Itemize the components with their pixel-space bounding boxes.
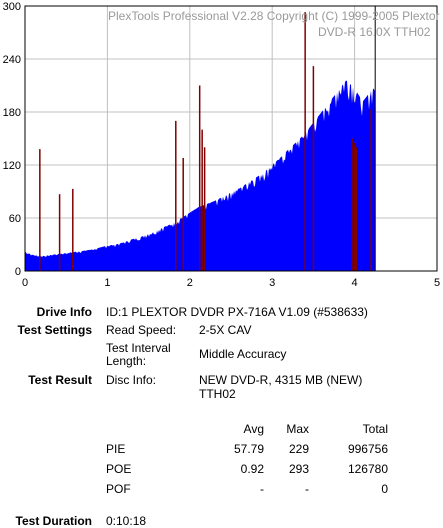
disc-info-value: NEW DVD-R, 4315 MB (NEW): [199, 373, 363, 387]
y-tick-label: 300: [3, 1, 21, 13]
stats-max: 229: [288, 442, 309, 456]
read-speed-key: Read Speed:: [106, 323, 177, 337]
stats-name: PIE: [106, 442, 126, 456]
disc-info-mid: TTH02: [199, 387, 236, 401]
x-tick-label: 3: [269, 277, 275, 289]
stats-avg: -: [260, 482, 264, 496]
test-interval-key: Test Interval: [106, 341, 171, 355]
test-result-label: Test Result: [28, 373, 92, 387]
stats-header-row: Avg Max Total: [106, 419, 388, 439]
y-tick-label: 60: [9, 213, 21, 225]
x-tick-label: 0: [22, 277, 28, 289]
stats-avg: 0.92: [240, 462, 264, 476]
stats-table: Avg Max Total PIE 57.79 229 996756 POE 0…: [106, 419, 388, 499]
stats-row-poe: POE 0.92 293 126780: [106, 459, 388, 479]
test-duration-label: Test Duration: [15, 514, 92, 528]
stats-row-pie: PIE 57.79 229 996756: [106, 439, 388, 459]
stats-header-max: Max: [286, 422, 309, 436]
test-interval-key-cont: Length:: [106, 354, 147, 368]
drive-info-label: Drive Info: [36, 305, 92, 319]
x-tick-label: 5: [434, 277, 440, 289]
drive-speed-text: DVD-R 16.0X TTH02: [318, 25, 431, 39]
y-tick-label: 120: [3, 160, 21, 172]
x-tick-label: 4: [352, 277, 358, 289]
stats-name: POE: [106, 462, 132, 476]
stats-header-avg: Avg: [243, 422, 264, 436]
stats-header-blank: [106, 419, 216, 439]
disc-info-key: Disc Info:: [106, 373, 157, 387]
test-interval-value: Middle Accuracy: [199, 347, 287, 361]
plot-frame: [24, 5, 438, 272]
stats-header-total: Total: [362, 422, 388, 436]
y-tick-label: 0: [15, 266, 21, 278]
stats-avg: 57.79: [233, 442, 264, 456]
poe-spike-series: [39, 12, 372, 271]
x-tick-label: 1: [104, 277, 110, 289]
test-duration-value: 0:10:18: [106, 514, 147, 528]
y-tick-label: 180: [3, 107, 21, 119]
x-tick-label: 2: [187, 277, 193, 289]
stats-max: 293: [288, 462, 309, 476]
stats-total: 0: [381, 482, 388, 496]
stats-max: -: [305, 482, 309, 496]
copyright-text: PlexTools Professional V2.28 Copyright (…: [108, 9, 443, 23]
stats-row-pof: POF - - 0: [106, 479, 388, 499]
stats-name: POF: [106, 482, 131, 496]
stats-total: 126780: [347, 462, 388, 476]
pie-poe-chart: 0 60 120 180 240 300 0 1 2 3 4 5 PlexTools Professi…: [3, 1, 443, 289]
test-settings-label: Test Settings: [17, 323, 92, 337]
axis-ticks: 0 60 120 180 240 300 0 1 2 3 4 5: [3, 1, 440, 289]
y-tick-label: 240: [3, 54, 21, 66]
drive-info-value: ID:1 PLEXTOR DVDR PX-716A V1.09 (#538633…: [106, 305, 368, 319]
stats-total: 996756: [347, 442, 388, 456]
read-speed-value: 2-5X CAV: [199, 323, 252, 337]
pie-area-series: [25, 80, 376, 271]
